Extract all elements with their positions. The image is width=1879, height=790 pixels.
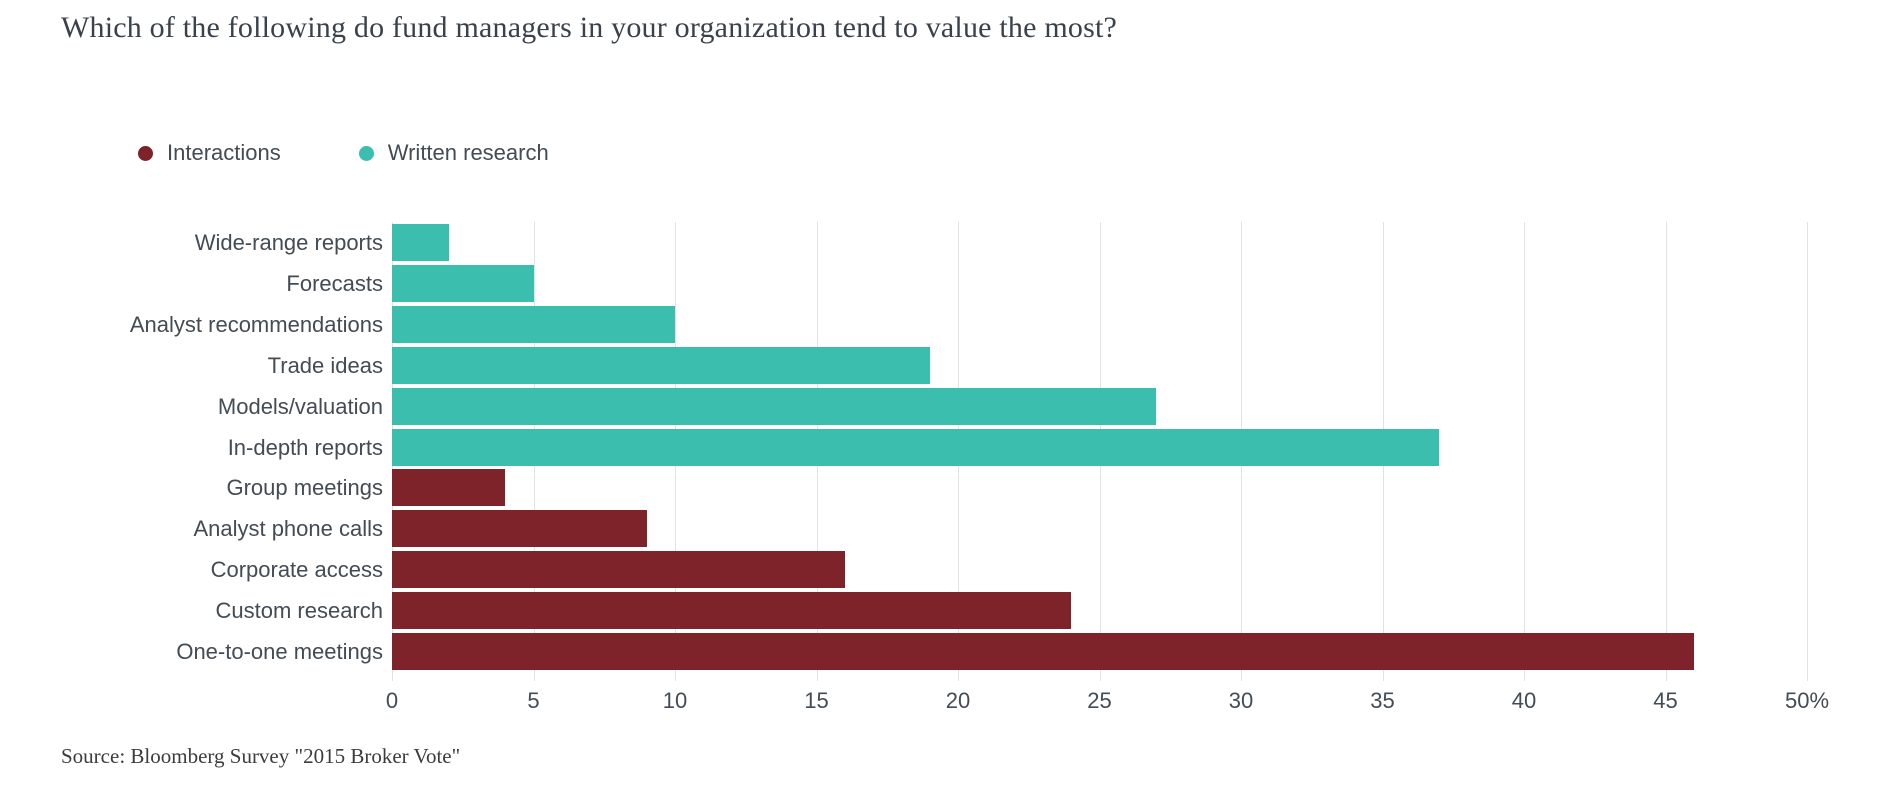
chart-title: Which of the following do fund managers … [61, 11, 1117, 44]
x-tick-label: 25 [1087, 688, 1112, 713]
x-tick-label: 45 [1653, 688, 1678, 713]
category-label: Corporate access [210, 557, 383, 583]
legend: Interactions Written research [138, 140, 549, 166]
category-label: Custom research [215, 598, 383, 624]
bar [392, 592, 1072, 630]
category-label: Forecasts [286, 270, 383, 296]
x-tick-label: 30 [1228, 688, 1254, 713]
category-label: Analyst phone calls [193, 516, 383, 542]
bar [392, 305, 675, 343]
x-tick-label: 35 [1370, 688, 1395, 713]
category-label: In-depth reports [227, 434, 383, 460]
category-label: Group meetings [226, 475, 383, 501]
legend-item: Interactions [138, 140, 281, 166]
x-tick-label: 0 [385, 688, 399, 713]
legend-swatch-icon [358, 145, 374, 161]
gridline [1807, 222, 1808, 681]
bar [392, 264, 534, 302]
category-label: Trade ideas [267, 352, 383, 378]
x-tick-label: 10 [662, 688, 688, 713]
category-label: Wide-range reports [194, 230, 383, 255]
bar [392, 387, 1157, 425]
bar [392, 510, 647, 548]
category-label: One-to-one meetings [176, 639, 383, 665]
bar [392, 551, 845, 589]
legend-label: Written research [387, 140, 549, 165]
legend-label: Interactions [167, 140, 281, 165]
bar [392, 633, 1694, 671]
bar [392, 428, 1440, 466]
bar [392, 346, 930, 384]
gridline [1524, 222, 1525, 681]
bar [392, 224, 449, 261]
source-note: Source: Bloomberg Survey "2015 Broker Vo… [61, 744, 461, 768]
legend-swatch-icon [138, 145, 153, 161]
category-label: Analyst recommendations [129, 311, 383, 337]
legend-item: Written research [358, 140, 549, 166]
gridline [1665, 222, 1667, 681]
x-tick-label: 15 [804, 688, 829, 713]
x-tick-label: 5 [527, 688, 540, 713]
x-axis: 0 5 10 15 20 25 30 35 40 45 50% [386, 688, 1829, 716]
x-tick-label: 50% [1784, 688, 1830, 713]
category-labels: Wide-range reports Forecasts Analyst recom… [0, 222, 383, 672]
bar [392, 469, 506, 507]
plot-area [392, 222, 1808, 681]
x-tick-label: 40 [1511, 688, 1537, 713]
x-tick-label: 20 [945, 688, 971, 713]
category-label: Models/valuation [217, 393, 383, 419]
